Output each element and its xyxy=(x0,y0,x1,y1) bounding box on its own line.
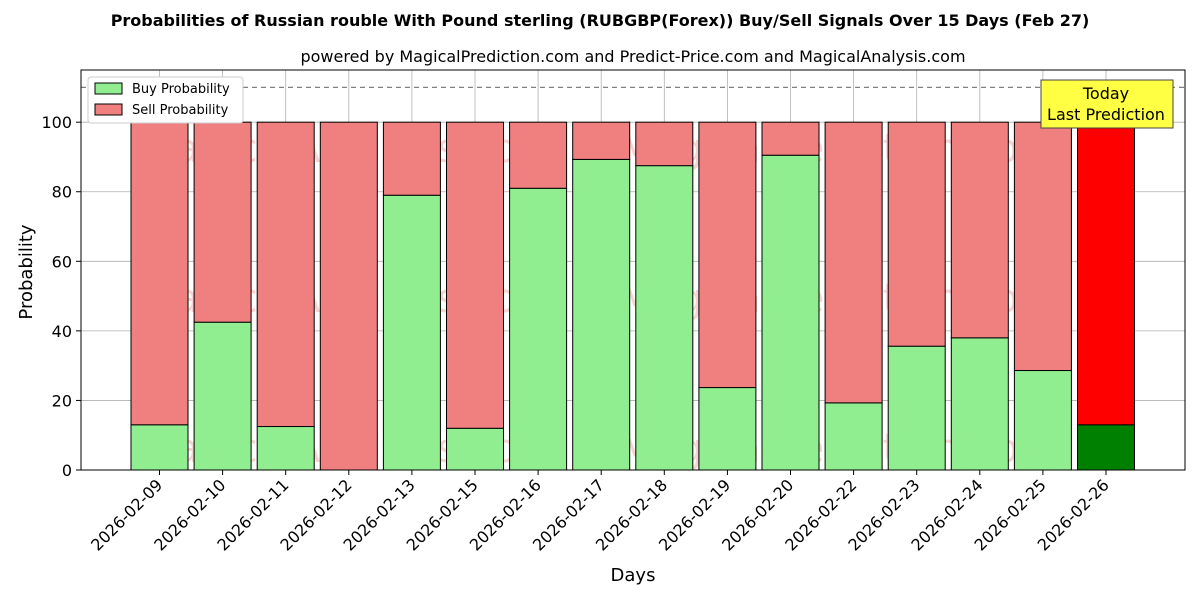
bar-buy-2026-02-23 xyxy=(887,345,946,471)
bar-sell-2026-02-09 xyxy=(130,121,189,426)
chart-title: Probabilities of Russian rouble With Pou… xyxy=(111,11,1090,30)
bar-sell-2026-02-10 xyxy=(193,121,252,323)
y-axis-label: Probability xyxy=(16,224,37,319)
bar-buy-2026-02-22 xyxy=(824,402,883,471)
bars xyxy=(130,121,1135,471)
today-annotation-line2: Last Prediction xyxy=(1047,105,1165,124)
bar-buy-2026-02-16 xyxy=(509,187,568,471)
today-annotation-line1: Today xyxy=(1082,84,1129,103)
y-tick-label-80: 80 xyxy=(52,183,72,202)
bar-sell-2026-02-16 xyxy=(509,121,568,189)
chart-subtitle: powered by MagicalPrediction.com and Pre… xyxy=(300,47,965,66)
bar-sell-2026-02-20 xyxy=(761,121,820,156)
bar-sell-2026-02-12 xyxy=(319,121,378,471)
bar-buy-2026-02-25 xyxy=(1013,370,1072,471)
bar-buy-2026-02-26 xyxy=(1077,424,1135,471)
bar-sell-2026-02-25 xyxy=(1013,121,1072,372)
bar-sell-2026-02-17 xyxy=(572,121,631,160)
bar-buy-2026-02-10 xyxy=(193,321,252,471)
y-tick-label-40: 40 xyxy=(52,322,72,341)
bar-buy-2026-02-20 xyxy=(761,154,820,471)
bar-sell-2026-02-23 xyxy=(887,121,946,347)
y-tick-label-0: 0 xyxy=(62,461,72,480)
y-tick-label-100: 100 xyxy=(41,113,72,132)
bar-sell-2026-02-11 xyxy=(256,121,315,428)
bar-sell-2026-02-13 xyxy=(382,121,441,196)
x-axis-ticks: 2026-02-092026-02-102026-02-112026-02-12… xyxy=(87,470,1113,555)
bar-buy-2026-02-18 xyxy=(635,165,694,471)
legend-sell-swatch xyxy=(94,103,123,116)
legend-buy-swatch xyxy=(94,82,123,95)
bar-buy-2026-02-24 xyxy=(950,337,1009,471)
x-axis-label: Days xyxy=(611,565,656,586)
bar-buy-2026-02-15 xyxy=(446,427,504,471)
bar-buy-2026-02-19 xyxy=(698,387,757,471)
legend-buy-label: Buy Probability xyxy=(132,82,230,97)
bar-sell-2026-02-24 xyxy=(950,121,1009,339)
y-axis-ticks: 0 20 40 60 80 100 xyxy=(41,113,81,480)
plot-frame xyxy=(80,69,1186,471)
legend-sell-label: Sell Probability xyxy=(132,103,229,118)
legend-box xyxy=(87,76,244,124)
bar-buy-2026-02-09 xyxy=(130,424,189,471)
today-annotation: Today Last Prediction xyxy=(1040,79,1174,129)
bar-sell-2026-02-15 xyxy=(446,121,504,429)
bar-sell-2026-02-18 xyxy=(635,121,694,167)
bar-buy-2026-02-13 xyxy=(382,194,441,471)
legend: Buy Probability Sell Probability xyxy=(87,76,244,124)
y-tick-label-20: 20 xyxy=(52,391,72,410)
y-tick-label-60: 60 xyxy=(52,252,72,271)
bar-buy-2026-02-11 xyxy=(256,426,315,471)
bar-sell-2026-02-22 xyxy=(824,121,883,404)
today-annotation-box xyxy=(1040,79,1174,129)
bar-sell-2026-02-26 xyxy=(1077,121,1135,426)
bar-sell-2026-02-19 xyxy=(698,121,757,389)
bar-buy-2026-02-17 xyxy=(572,158,631,471)
